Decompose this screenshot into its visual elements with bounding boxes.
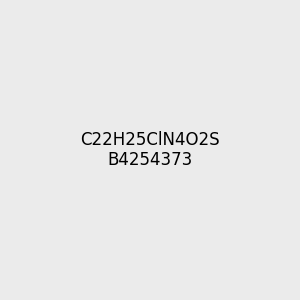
Text: C22H25ClN4O2S
B4254373: C22H25ClN4O2S B4254373 bbox=[80, 130, 220, 170]
